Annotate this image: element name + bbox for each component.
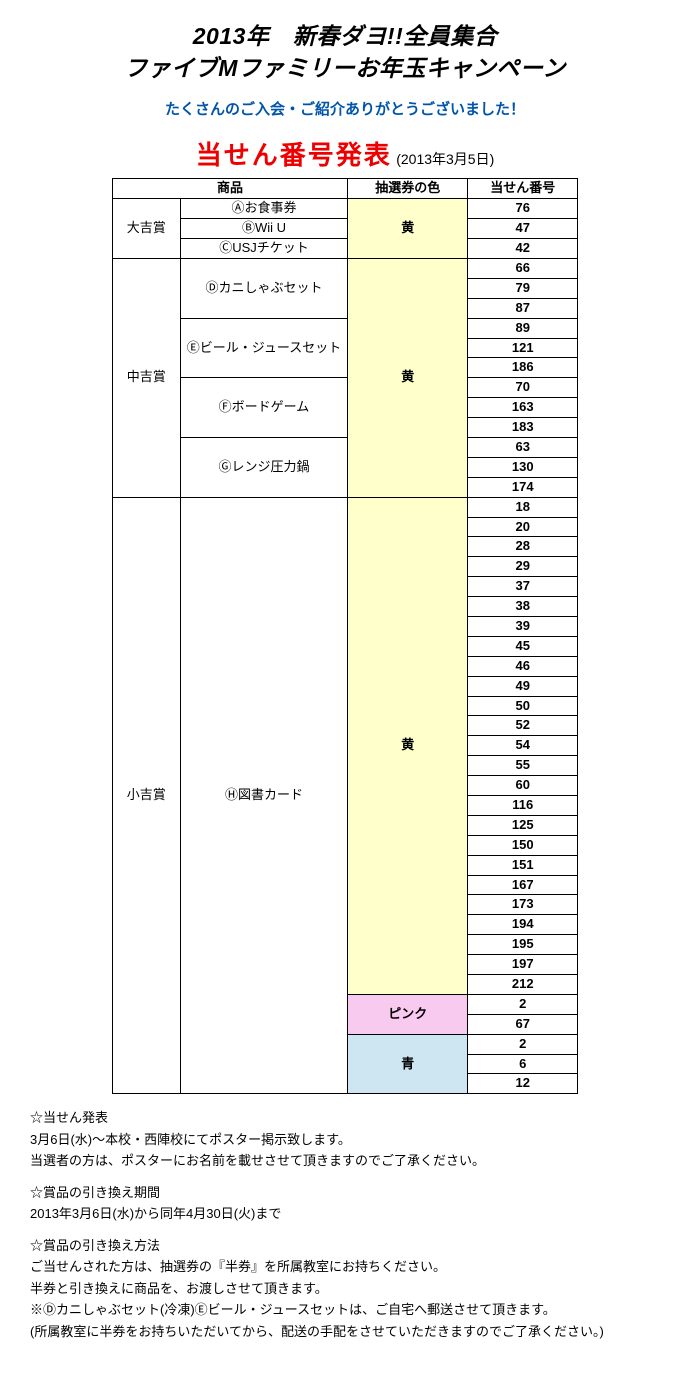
prize-item-name: ⒷWii U — [180, 219, 347, 239]
prize-category: 小吉賞 — [112, 497, 180, 1094]
col-product: 商品 — [112, 179, 347, 199]
winning-number: 20 — [468, 517, 578, 537]
winning-number: 63 — [468, 437, 578, 457]
prize-category: 中吉賞 — [112, 258, 180, 497]
winning-number: 212 — [468, 975, 578, 995]
winning-number: 121 — [468, 338, 578, 358]
note-line: ☆賞品の引き換え方法 — [30, 1236, 660, 1256]
winning-number: 130 — [468, 457, 578, 477]
winning-number: 55 — [468, 756, 578, 776]
note-line: 半券と引き換えに商品を、お渡しさせて頂きます。 — [30, 1279, 660, 1299]
col-number: 当せん番号 — [468, 179, 578, 199]
winning-number: 38 — [468, 597, 578, 617]
ticket-color: 青 — [348, 1034, 468, 1094]
prize-category: 大吉賞 — [112, 199, 180, 259]
note-line: ☆賞品の引き換え期間 — [30, 1183, 660, 1203]
winning-number: 183 — [468, 418, 578, 438]
winning-number: 70 — [468, 378, 578, 398]
note-line: 当選者の方は、ポスターにお名前を載せさせて頂きますのでご了承ください。 — [30, 1151, 660, 1171]
winning-number: 79 — [468, 278, 578, 298]
winning-number: 28 — [468, 537, 578, 557]
winning-number: 87 — [468, 298, 578, 318]
winning-number: 45 — [468, 636, 578, 656]
winning-number: 163 — [468, 398, 578, 418]
winning-number: 37 — [468, 577, 578, 597]
winning-number: 197 — [468, 955, 578, 975]
note-block: ☆賞品の引き換え方法ご当せんされた方は、抽選券の『半券』を所属教室にお持ちくださ… — [30, 1236, 660, 1342]
note-line: ☆当せん発表 — [30, 1108, 660, 1128]
winning-number: 186 — [468, 358, 578, 378]
note-line: (所属教室に半券をお持ちいただいてから、配送の手配をさせていただきますのでご了承… — [30, 1322, 660, 1342]
winning-number: 194 — [468, 915, 578, 935]
prize-item-name: Ⓓカニしゃぶセット — [180, 258, 347, 318]
thanks-message: たくさんのご入会・ご紹介ありがとうございました！ — [30, 98, 660, 119]
winning-number: 195 — [468, 935, 578, 955]
prize-table: 商品 抽選券の色 当せん番号 大吉賞Ⓐお食事券黄76ⒷWii U47ⒸUSJチケ… — [112, 178, 578, 1094]
note-line: 3月6日(水)～本校・西陣校にてポスター掲示致します。 — [30, 1130, 660, 1150]
winning-number: 6 — [468, 1054, 578, 1074]
title-line-1: 2013年 新春ダヨ!!全員集合 — [193, 23, 497, 49]
main-title: 2013年 新春ダヨ!!全員集合 ファイブMファミリーお年玉キャンペーン — [30, 20, 660, 84]
announce-date: (2013年3月5日) — [396, 151, 494, 167]
ticket-color: 黄 — [348, 258, 468, 497]
note-line: ※Ⓓカニしゃぶセット(冷凍)Ⓔビール・ジュースセットは、ご自宅へ郵送させて頂きま… — [30, 1300, 660, 1320]
winning-number: 66 — [468, 258, 578, 278]
note-block: ☆当せん発表3月6日(水)～本校・西陣校にてポスター掲示致します。当選者の方は、… — [30, 1108, 660, 1171]
ticket-color: 黄 — [348, 497, 468, 994]
winning-number: 29 — [468, 557, 578, 577]
prize-item-name: Ⓖレンジ圧力鍋 — [180, 437, 347, 497]
winning-number: 76 — [468, 199, 578, 219]
winning-number: 18 — [468, 497, 578, 517]
note-line: 2013年3月6日(水)から同年4月30日(火)まで — [30, 1204, 660, 1224]
winning-number: 47 — [468, 219, 578, 239]
winning-number: 42 — [468, 239, 578, 259]
winning-number: 167 — [468, 875, 578, 895]
prize-item-name: Ⓔビール・ジュースセット — [180, 318, 347, 378]
winning-number: 2 — [468, 1034, 578, 1054]
note-block: ☆賞品の引き換え期間2013年3月6日(水)から同年4月30日(火)まで — [30, 1183, 660, 1224]
winning-number: 67 — [468, 1014, 578, 1034]
winning-number: 54 — [468, 736, 578, 756]
winning-number: 2 — [468, 994, 578, 1014]
winning-number: 49 — [468, 676, 578, 696]
winning-number: 39 — [468, 616, 578, 636]
prize-item-name: Ⓗ図書カード — [180, 497, 347, 1094]
prize-item-name: Ⓐお食事券 — [180, 199, 347, 219]
title-line-2: ファイブMファミリーお年玉キャンペーン — [124, 55, 566, 81]
announce-label: 当せん番号発表 — [196, 140, 392, 170]
winning-number: 12 — [468, 1074, 578, 1094]
winning-number: 52 — [468, 716, 578, 736]
winning-number: 50 — [468, 696, 578, 716]
winning-number: 116 — [468, 795, 578, 815]
note-line: ご当せんされた方は、抽選券の『半券』を所属教室にお持ちください。 — [30, 1257, 660, 1277]
winning-number: 125 — [468, 815, 578, 835]
winning-number: 174 — [468, 477, 578, 497]
prize-item-name: ⒸUSJチケット — [180, 239, 347, 259]
winning-number: 150 — [468, 835, 578, 855]
ticket-color: 黄 — [348, 199, 468, 259]
announcement-heading: 当せん番号発表 (2013年3月5日) — [30, 135, 660, 172]
prize-item-name: Ⓕボードゲーム — [180, 378, 347, 438]
winning-number: 46 — [468, 656, 578, 676]
winning-number: 173 — [468, 895, 578, 915]
notes-section: ☆当せん発表3月6日(水)～本校・西陣校にてポスター掲示致します。当選者の方は、… — [30, 1108, 660, 1341]
winning-number: 60 — [468, 776, 578, 796]
winning-number: 89 — [468, 318, 578, 338]
winning-number: 151 — [468, 855, 578, 875]
ticket-color: ピンク — [348, 994, 468, 1034]
col-ticket-color: 抽選券の色 — [348, 179, 468, 199]
